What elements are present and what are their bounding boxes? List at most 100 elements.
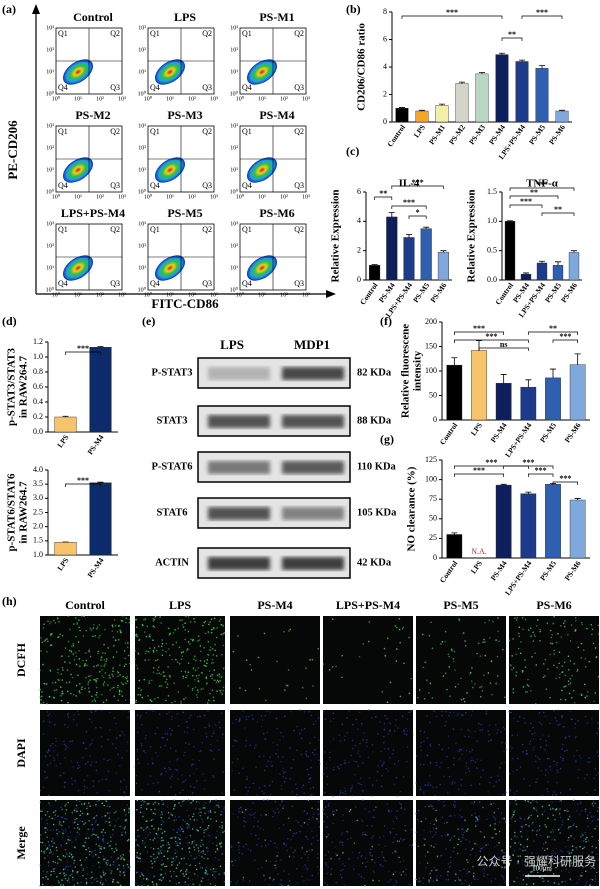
cell-dot (181, 655, 184, 658)
cell-dot (347, 838, 349, 841)
cell-dot (105, 879, 107, 881)
cell-dot (141, 696, 144, 699)
cell-dot (529, 740, 532, 743)
cell-dot (289, 838, 292, 841)
cell-dot (95, 726, 97, 729)
cell-dot (250, 814, 253, 817)
cell-dot (59, 821, 61, 823)
cell-dot (72, 644, 75, 647)
cell-dot (280, 731, 282, 734)
cell-dot (147, 763, 149, 766)
cell-dot (335, 881, 337, 884)
cell-dot (39, 789, 42, 792)
cell-dot (152, 667, 155, 669)
cell-dot (512, 688, 514, 690)
cell-dot (338, 794, 341, 796)
cell-dot (448, 714, 450, 717)
cell-dot (205, 665, 207, 667)
cell-dot (209, 810, 212, 812)
y-tick-label: 4 (357, 216, 361, 225)
cell-dot (97, 652, 99, 655)
cell-dot (262, 732, 265, 735)
cell-dot (326, 783, 329, 785)
cell-dot (520, 835, 523, 838)
cell-dot (567, 827, 570, 830)
cell-dot (56, 875, 58, 878)
cell-dot (433, 846, 435, 848)
cell-dot (138, 835, 141, 837)
cell-dot (84, 652, 87, 654)
cell-dot (372, 836, 374, 838)
cell-dot (218, 620, 221, 622)
x-tick-label: Control (493, 281, 515, 307)
cell-dot (152, 883, 155, 886)
cell-dot (239, 806, 242, 809)
cell-dot (57, 678, 60, 681)
bar (515, 61, 529, 123)
cell-dot (238, 720, 240, 723)
cell-dot (323, 791, 326, 794)
cell-dot (85, 676, 87, 679)
cell-dot (584, 810, 587, 813)
cell-dot (592, 866, 594, 869)
cell-dot (76, 831, 79, 834)
cell-dot (216, 636, 218, 639)
cell-dot (587, 814, 589, 816)
cell-dot (460, 748, 463, 751)
cell-dot (150, 808, 153, 811)
y-tick-label: 125 (425, 455, 437, 464)
cell-dot (418, 877, 421, 879)
cell-dot (460, 714, 463, 716)
cell-dot (97, 664, 99, 666)
cell-dot (90, 629, 93, 632)
sig-label: *** (446, 8, 458, 17)
cell-dot (593, 859, 596, 862)
cell-dot (309, 742, 311, 744)
y-tick-label: 3.0 (33, 493, 43, 502)
cell-dot (282, 767, 285, 770)
cell-dot (310, 766, 312, 769)
cell-dot (220, 842, 222, 844)
cell-dot (173, 799, 176, 801)
cell-dot (590, 816, 593, 818)
x-tick-label: 10⁰ (236, 95, 245, 102)
cell-dot (188, 847, 190, 850)
cell-dot (553, 882, 556, 884)
cell-dot (40, 850, 43, 853)
cell-dot (451, 783, 453, 785)
cell-dot (125, 749, 128, 752)
cell-dot (221, 733, 224, 736)
cell-dot (112, 670, 114, 672)
cell-dot (572, 824, 575, 826)
cell-dot (281, 884, 283, 886)
cell-dot (82, 742, 85, 744)
cell-dot (436, 875, 438, 877)
cell-dot (500, 817, 503, 820)
cell-dot (328, 759, 331, 761)
cell-dot (191, 763, 194, 765)
cell-dot (317, 872, 319, 874)
cell-dot (454, 782, 456, 784)
cell-dot (314, 720, 317, 723)
cell-dot (527, 678, 529, 681)
cell-dot (402, 839, 404, 841)
cell-dot (277, 851, 280, 854)
cell-dot (439, 874, 442, 877)
cell-dot (535, 664, 538, 666)
cell-dot (495, 833, 497, 835)
cell-dot (443, 775, 445, 778)
cell-dot (564, 845, 567, 848)
y-tick-label: 10¹ (230, 265, 238, 271)
cell-dot (523, 864, 526, 866)
cell-dot (71, 645, 73, 648)
cell-dot (479, 830, 481, 833)
cell-dot (399, 695, 402, 698)
cell-dot (518, 635, 521, 638)
cell-dot (343, 739, 346, 741)
cell-dot (587, 761, 589, 764)
cell-dot (573, 837, 575, 840)
cell-dot (47, 841, 50, 843)
y-tick-label: 10¹ (46, 167, 54, 173)
cell-dot (576, 749, 578, 752)
cell-dot (56, 849, 58, 852)
